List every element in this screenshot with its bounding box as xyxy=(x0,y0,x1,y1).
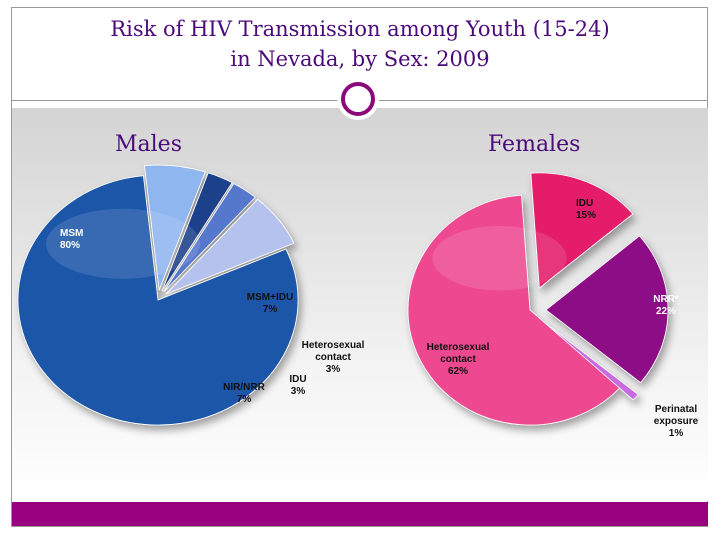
males-slice-msm-idu xyxy=(144,164,206,291)
slide-title-line-1: Risk of HIV Transmission among Youth (15… xyxy=(110,17,610,41)
footer-bar xyxy=(12,502,708,526)
divider-ring-icon xyxy=(341,82,375,116)
males-label-heterosexual-contact: Heterosexual contact 3% xyxy=(302,340,365,375)
males-label-idu: IDU 3% xyxy=(289,374,306,397)
slide-title: Risk of HIV Transmission among Youth (15… xyxy=(12,14,708,74)
males-pie-highlight xyxy=(46,208,200,279)
males-label-nir-nrr: NIR/NRR 7% xyxy=(223,382,265,405)
females-pie-highlight xyxy=(432,226,567,291)
females-pie xyxy=(407,172,669,426)
slide-title-line-2: in Nevada, by Sex: 2009 xyxy=(230,47,490,71)
males-slice-idu xyxy=(163,183,256,293)
females-slice-nrr xyxy=(545,235,669,384)
females-label-nrr: NRR* 22% xyxy=(653,294,679,317)
males-slice-msm xyxy=(17,175,299,426)
females-slice-perinatal-exposure xyxy=(543,321,639,401)
females-chart-title: Females xyxy=(488,132,581,157)
males-slice-nir-nrr xyxy=(165,198,295,295)
females-label-heterosexual-contact: Heterosexual contact 62% xyxy=(427,342,490,377)
males-label-msm: MSM 80% xyxy=(60,228,83,251)
females-label-idu: IDU 15% xyxy=(576,198,596,221)
females-label-perinatal-exposure: Perinatal exposure 1% xyxy=(654,404,699,439)
males-chart-title: Males xyxy=(115,132,182,157)
males-label-msm-idu: MSM+IDU 7% xyxy=(247,292,293,315)
females-slice-idu xyxy=(530,172,634,289)
males-slice-heterosexual-contact xyxy=(161,172,233,292)
females-slice-heterosexual-contact xyxy=(407,194,621,426)
males-pie xyxy=(17,164,299,426)
